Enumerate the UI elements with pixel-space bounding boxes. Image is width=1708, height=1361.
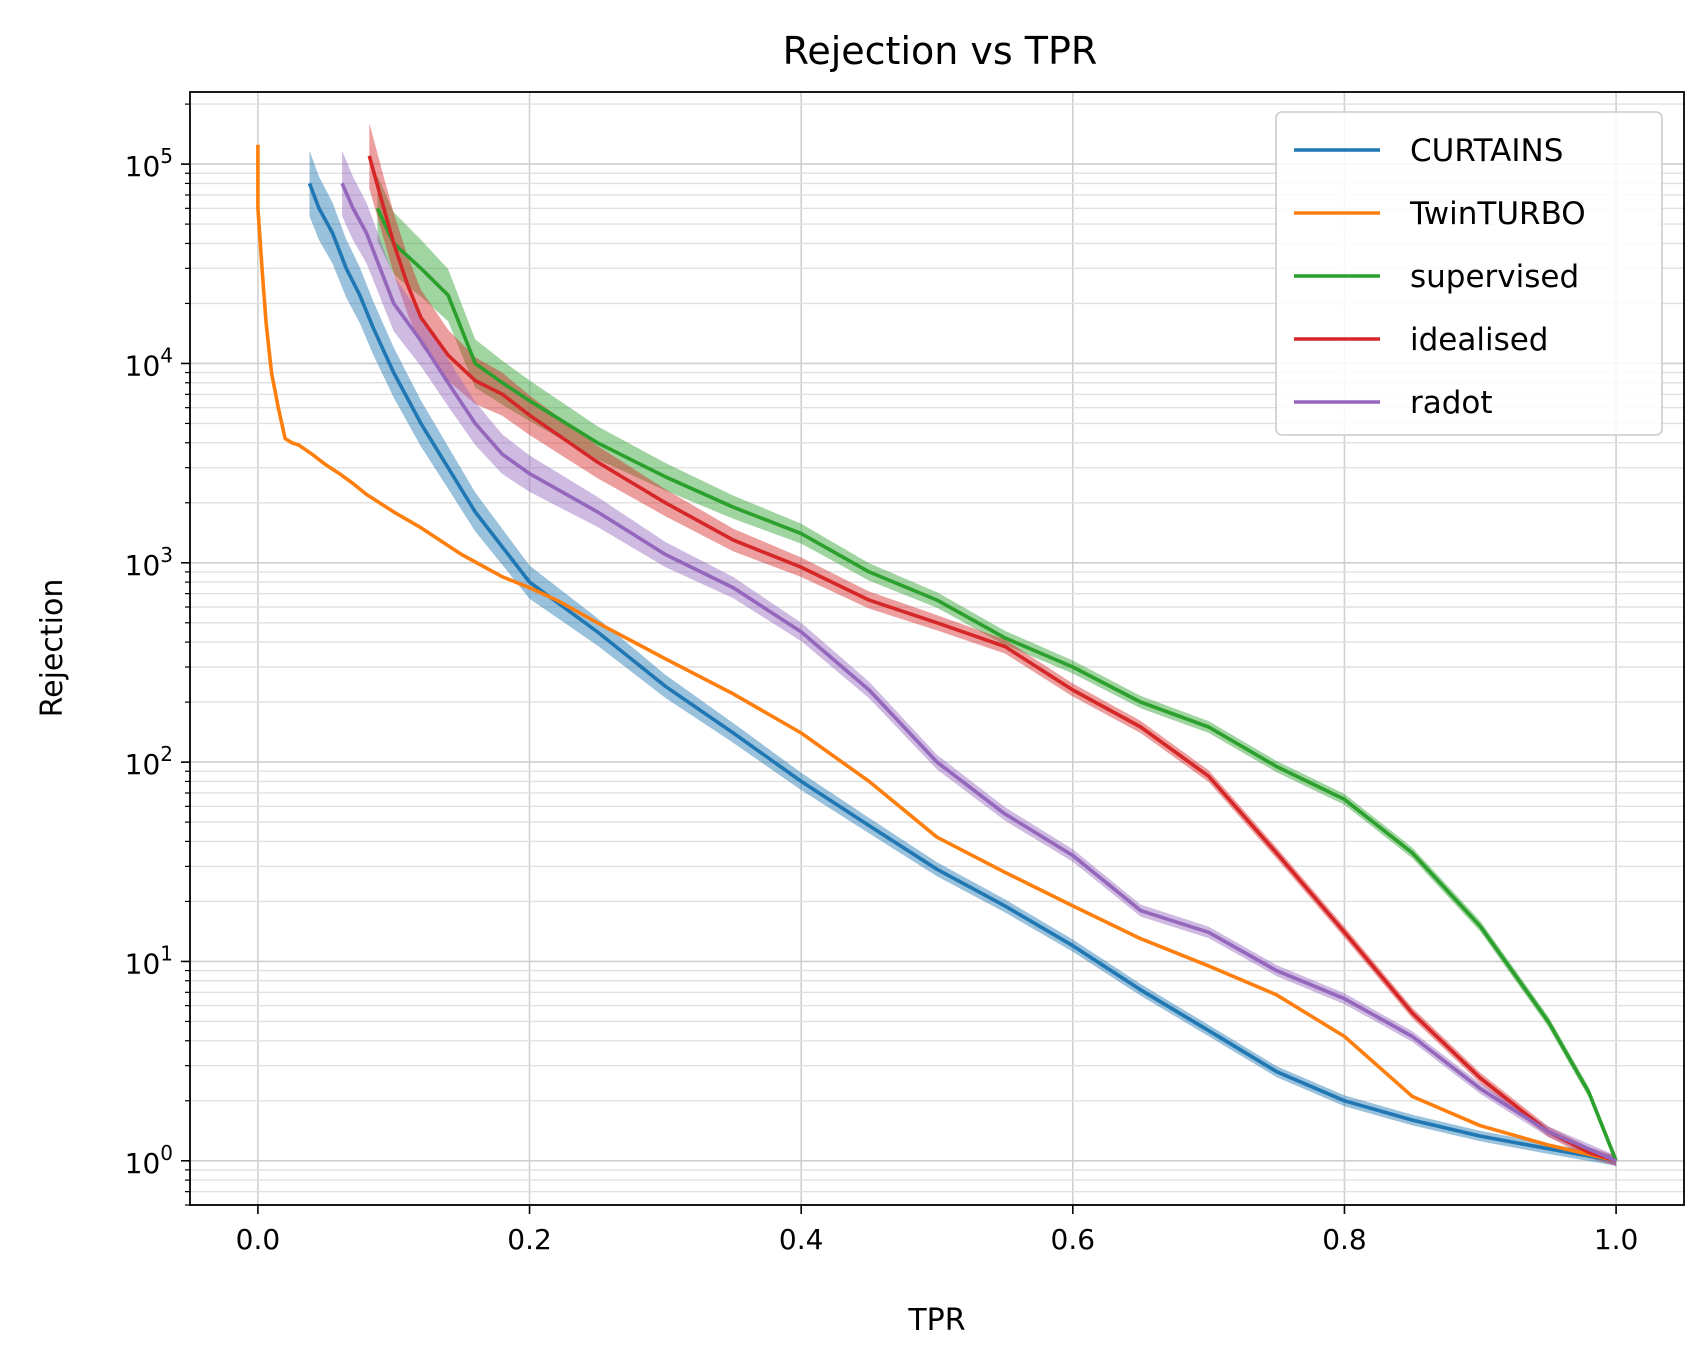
y-tick-label: 105: [125, 144, 173, 183]
x-axis: 0.0 0.2 0.4 0.6 0.8 1.0: [236, 1205, 1639, 1256]
curtains-series-line: [307, 182, 1617, 1163]
y-tick-label: 100: [125, 1141, 173, 1180]
x-tick-label: 0.8: [1322, 1223, 1367, 1256]
idealised-uncertainty-band: [369, 123, 1617, 1167]
legend-label-supervised: supervised: [1410, 259, 1579, 295]
twinturbo-series-line: [256, 144, 1617, 1163]
y-tick-label: 101: [125, 941, 173, 980]
x-tick-label: 1.0: [1594, 1223, 1639, 1256]
idealised-series-line: [367, 155, 1617, 1163]
legend-box: [1275, 111, 1663, 436]
y-tick-label: 104: [125, 343, 173, 382]
x-tick-label: 0.4: [779, 1223, 824, 1256]
chart-title: Rejection vs TPR: [783, 29, 1098, 73]
x-tick-label: 0.6: [1051, 1223, 1096, 1256]
legend-label-idealised: idealised: [1410, 322, 1549, 358]
legend-label-radot: radot: [1410, 385, 1493, 421]
legend: CURTAINS TwinTURBO supervised idealised rado…: [1275, 111, 1663, 436]
series-layer: [256, 144, 1618, 1163]
y-tick-label: 103: [125, 543, 173, 582]
y-tick-label: 102: [125, 742, 173, 781]
y-axis: 100 101 102 103 104 105: [125, 103, 190, 1206]
x-tick-label: 0.0: [236, 1223, 281, 1256]
band-layer: [309, 123, 1617, 1167]
y-axis-label: Rejection: [35, 579, 70, 718]
legend-label-curtains: CURTAINS: [1410, 133, 1563, 169]
radot-series-line: [340, 182, 1617, 1163]
x-tick-label: 0.2: [507, 1223, 552, 1256]
plot-frame: [189, 91, 1685, 1206]
supervised-series-line: [375, 207, 1618, 1162]
x-axis-label: TPR: [907, 1303, 965, 1338]
legend-label-twinturbo: TwinTURBO: [1409, 196, 1586, 232]
